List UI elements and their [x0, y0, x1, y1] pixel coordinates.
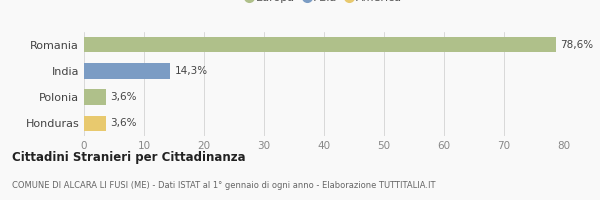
Text: 3,6%: 3,6%	[110, 92, 137, 102]
Text: COMUNE DI ALCARA LI FUSI (ME) - Dati ISTAT al 1° gennaio di ogni anno - Elaboraz: COMUNE DI ALCARA LI FUSI (ME) - Dati IST…	[12, 181, 436, 190]
Bar	[84, 89, 106, 105]
Text: Cittadini Stranieri per Cittadinanza: Cittadini Stranieri per Cittadinanza	[12, 151, 245, 164]
Text: 14,3%: 14,3%	[175, 66, 208, 76]
Bar	[84, 63, 170, 79]
Bar	[84, 116, 106, 131]
Legend: Europa, Asia, America: Europa, Asia, America	[241, 0, 407, 8]
Text: 78,6%: 78,6%	[560, 40, 593, 50]
Text: 3,6%: 3,6%	[110, 118, 137, 128]
Bar	[84, 37, 556, 52]
